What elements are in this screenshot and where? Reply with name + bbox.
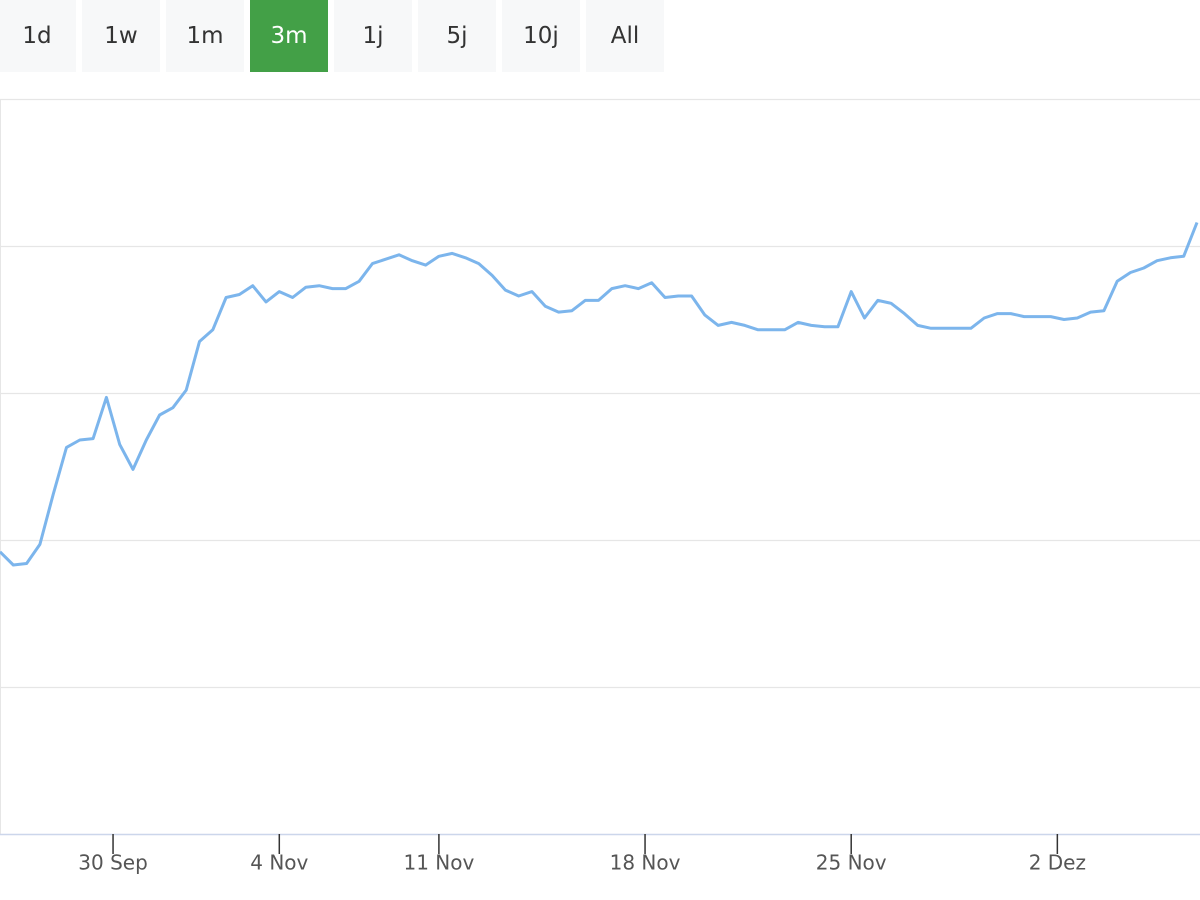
- range-button[interactable]: 1d: [0, 0, 76, 72]
- x-tick-label: 18 Nov: [610, 851, 681, 875]
- range-button[interactable]: 1j: [334, 0, 412, 72]
- x-tick-label: 2 Dez: [1029, 851, 1086, 875]
- range-button[interactable]: 10j: [502, 0, 580, 72]
- x-tick-label: 30 Sep: [78, 851, 148, 875]
- x-tick-label: 4 Nov: [250, 851, 308, 875]
- range-button[interactable]: 1m: [166, 0, 244, 72]
- range-button[interactable]: 1w: [82, 0, 160, 72]
- range-button[interactable]: 3m: [250, 0, 328, 72]
- range-button[interactable]: All: [586, 0, 664, 72]
- range-button[interactable]: 5j: [418, 0, 496, 72]
- x-tick-label: 11 Nov: [403, 851, 474, 875]
- price-line: [0, 221, 1199, 567]
- x-tick-label: 25 Nov: [816, 851, 887, 875]
